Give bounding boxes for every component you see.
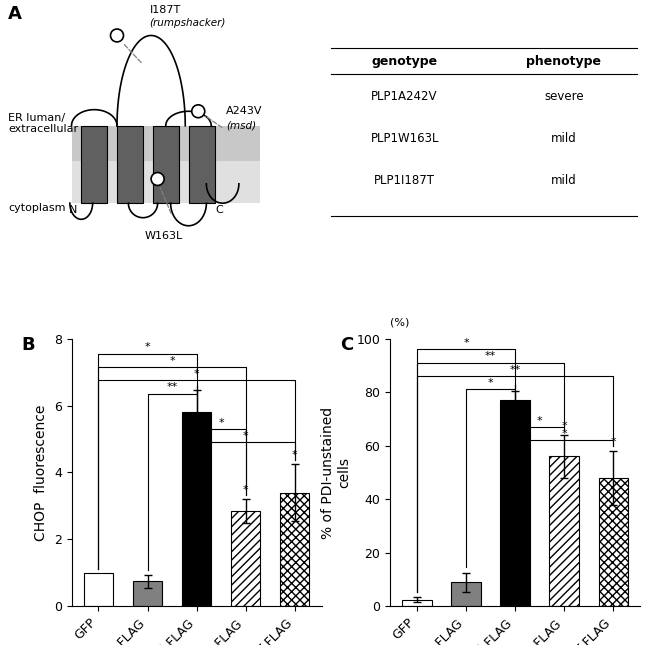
Bar: [549, 457, 579, 606]
Text: **: **: [485, 352, 496, 361]
Text: *: *: [243, 431, 248, 441]
Text: *: *: [218, 417, 224, 428]
Y-axis label: CHOP  fluorescence: CHOP fluorescence: [34, 404, 48, 541]
Circle shape: [151, 172, 164, 186]
Bar: [451, 582, 481, 606]
Bar: [72, 126, 260, 161]
Text: *: *: [194, 369, 200, 379]
Text: B: B: [21, 336, 35, 354]
Text: phenotype: phenotype: [526, 55, 601, 68]
Text: PLP1I187T: PLP1I187T: [374, 174, 435, 187]
Text: *: *: [562, 429, 567, 439]
Text: *: *: [610, 437, 616, 447]
Text: PLP1A242V: PLP1A242V: [371, 90, 438, 103]
Circle shape: [192, 104, 205, 118]
Text: *: *: [463, 338, 469, 348]
Text: PLP1W163L: PLP1W163L: [370, 132, 439, 145]
Text: *: *: [145, 342, 150, 352]
Text: W163L: W163L: [145, 230, 183, 241]
Text: severe: severe: [544, 90, 584, 103]
Text: **: **: [166, 382, 177, 393]
Text: *: *: [292, 450, 298, 460]
Text: mild: mild: [551, 174, 577, 187]
Text: N: N: [69, 205, 77, 215]
Bar: [81, 126, 107, 203]
Text: *: *: [488, 378, 493, 388]
Bar: [72, 161, 260, 203]
Text: genotype: genotype: [372, 55, 437, 68]
Bar: [84, 573, 113, 606]
Text: (%): (%): [390, 318, 410, 328]
Text: *: *: [243, 485, 248, 495]
Bar: [153, 126, 179, 203]
Text: mild: mild: [551, 132, 577, 145]
Text: A243V: A243V: [226, 106, 263, 116]
Text: A: A: [8, 5, 22, 23]
Circle shape: [111, 29, 124, 42]
Text: C: C: [216, 205, 223, 215]
Bar: [280, 493, 309, 606]
Text: I187T: I187T: [150, 5, 181, 15]
Bar: [500, 400, 530, 606]
Text: *: *: [169, 356, 175, 366]
Bar: [402, 600, 432, 606]
Text: *: *: [562, 421, 567, 431]
Y-axis label: % of PDI-unstained
cells: % of PDI-unstained cells: [320, 406, 351, 539]
Text: cytoplasm: cytoplasm: [8, 203, 66, 213]
Text: C: C: [340, 336, 353, 354]
Text: (msd): (msd): [226, 121, 256, 131]
Text: **: **: [510, 365, 521, 375]
Text: (rumpshacker): (rumpshacker): [150, 17, 226, 28]
Text: *: *: [537, 415, 543, 426]
Bar: [599, 478, 628, 606]
Bar: [231, 511, 261, 606]
Bar: [188, 126, 215, 203]
Bar: [182, 412, 211, 606]
Bar: [133, 581, 162, 606]
Text: ER luman/
extracellular: ER luman/ extracellular: [8, 113, 78, 134]
Bar: [117, 126, 143, 203]
